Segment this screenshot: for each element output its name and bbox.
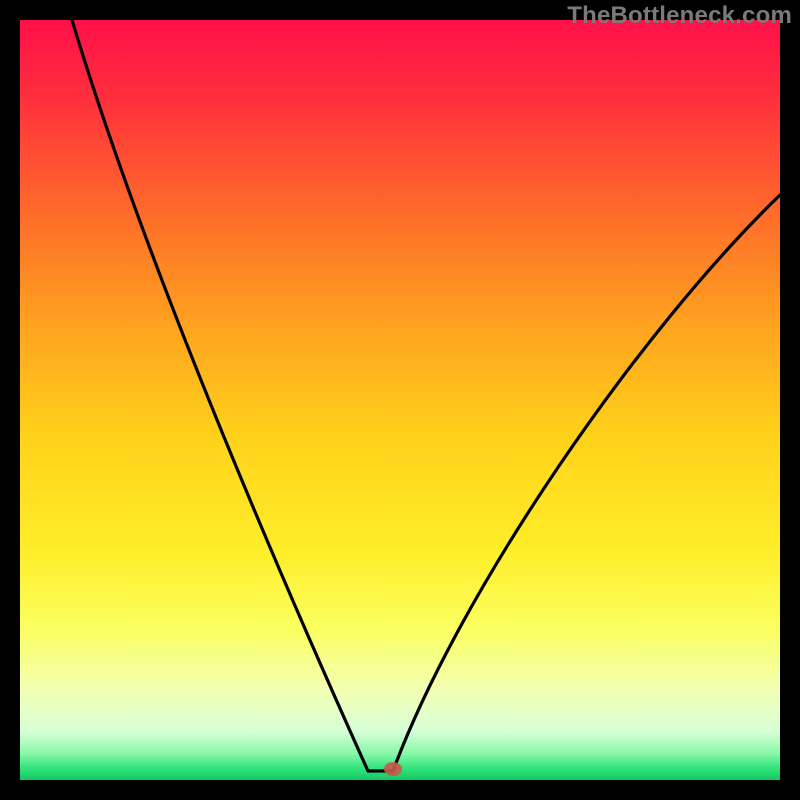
plot-background-gradient [20, 20, 780, 780]
watermark-text: TheBottleneck.com [567, 2, 792, 30]
bottleneck-chart-svg [0, 0, 800, 800]
vertex-marker [384, 762, 402, 776]
chart-stage: TheBottleneck.com [0, 0, 800, 800]
